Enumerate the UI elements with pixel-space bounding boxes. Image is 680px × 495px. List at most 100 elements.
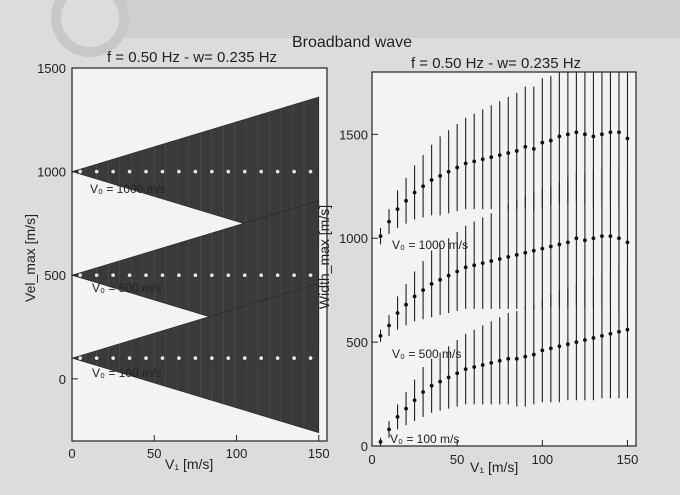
- right-point: [489, 259, 494, 263]
- right-point: [583, 338, 587, 342]
- right-point: [625, 240, 630, 245]
- right-point: [617, 130, 621, 135]
- left-xtick-label: 100: [226, 446, 248, 461]
- left-point: [308, 355, 313, 361]
- left-point: [160, 355, 165, 361]
- right-point: [480, 157, 485, 162]
- right-point: [429, 282, 434, 286]
- left-xlabel: V₁ [m/s]: [165, 456, 213, 472]
- right-errorbars: [378, 72, 630, 446]
- left-point: [258, 355, 264, 361]
- right-point: [540, 348, 545, 353]
- right-point: [395, 415, 400, 419]
- right-point: [497, 358, 502, 363]
- right-point: [378, 333, 383, 338]
- right-point: [378, 234, 383, 239]
- left-point: [242, 355, 248, 361]
- right-point: [506, 151, 511, 155]
- left-point: [127, 272, 133, 278]
- right-point: [574, 340, 579, 345]
- right-point: [463, 367, 468, 372]
- left-point: [192, 169, 198, 175]
- right-point: [514, 149, 519, 153]
- left-point: [291, 169, 297, 175]
- left-ytick-label: 0: [59, 372, 66, 387]
- right-subtitle: f = 0.50 Hz - w= 0.235 Hz: [411, 55, 581, 72]
- right-point: [540, 140, 545, 145]
- right-point: [395, 311, 400, 315]
- right-point: [523, 354, 528, 359]
- left-point: [143, 272, 149, 278]
- right-point: [472, 263, 477, 268]
- left-point: [225, 272, 231, 278]
- right-ytick-label: 0: [361, 439, 368, 454]
- right-xlabel: V₁ [m/s]: [470, 459, 518, 475]
- left-point: [258, 272, 264, 278]
- right-point: [412, 294, 417, 299]
- right-point: [565, 240, 570, 245]
- right-point: [438, 379, 443, 384]
- right-point: [608, 130, 613, 135]
- left-xtick-label: 150: [308, 446, 330, 461]
- left-point: [110, 355, 116, 361]
- right-point: [514, 252, 519, 257]
- right-point: [497, 257, 502, 261]
- right-point: [574, 130, 579, 135]
- right-point: [446, 375, 451, 380]
- right-point: [600, 234, 604, 239]
- left-point: [77, 355, 83, 361]
- right-point: [387, 323, 391, 328]
- right-point: [548, 346, 553, 351]
- right-point: [387, 427, 391, 432]
- right-point: [480, 363, 485, 367]
- right-point: [497, 153, 502, 158]
- bg-band-top: [120, 0, 680, 38]
- left-point: [209, 355, 215, 361]
- right-point: [548, 244, 553, 249]
- right-point: [429, 178, 434, 182]
- left-point: [308, 169, 313, 175]
- right-point: [565, 132, 570, 137]
- right-point: [523, 144, 528, 149]
- right-point: [455, 165, 460, 170]
- right-point: [514, 356, 519, 361]
- right-point: [531, 248, 536, 253]
- right-xtick-label: 150: [617, 452, 639, 467]
- left-subtitle: f = 0.50 Hz - w= 0.235 Hz: [107, 49, 277, 66]
- left-point: [160, 169, 165, 175]
- left-point: [110, 272, 116, 278]
- left-point: [176, 272, 182, 278]
- left-point: [160, 272, 165, 278]
- right-plot-frame: [371, 71, 637, 447]
- right-point: [421, 390, 425, 394]
- right-point: [446, 273, 451, 278]
- left-point: [77, 272, 83, 278]
- right-label-500: V₀ = 500 m/s: [392, 347, 461, 361]
- right-xtick-label: 100: [531, 452, 553, 467]
- left-point: [209, 272, 215, 278]
- figure-title: Broadband wave: [292, 34, 412, 51]
- right-point: [429, 383, 434, 388]
- left-label-1000: V₀ = 1000 m/s: [90, 182, 166, 196]
- left-label-100: V₀ = 100 m/s: [92, 366, 161, 380]
- right-point: [506, 255, 511, 259]
- left-point: [291, 355, 297, 361]
- left-point: [291, 272, 297, 278]
- right-point: [489, 360, 494, 365]
- right-chart: 0 500 1000 1500 0 50 100 150 V₁ [m/s] Width_max…: [316, 71, 639, 475]
- right-point: [404, 198, 408, 203]
- right-point: [421, 184, 425, 189]
- right-xtick-label: 50: [450, 452, 464, 467]
- left-xtick-label: 0: [68, 446, 75, 461]
- right-point: [404, 406, 408, 411]
- left-point: [192, 355, 198, 361]
- right-point: [421, 288, 425, 293]
- right-point: [378, 439, 383, 444]
- right-point: [625, 327, 630, 332]
- right-point: [591, 236, 596, 241]
- left-point: [225, 355, 231, 361]
- right-point: [438, 173, 443, 178]
- left-chart: 0 500 1000 1500 0 50 100 150 V₁ [m/s] Vel_max […: [22, 61, 330, 472]
- right-point: [438, 277, 443, 282]
